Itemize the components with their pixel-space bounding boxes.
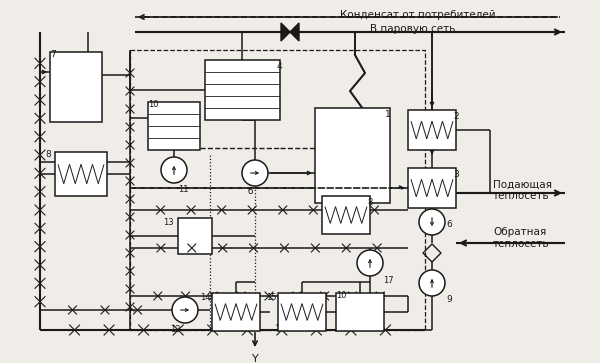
Text: 12: 12 [170,325,181,334]
Text: 14: 14 [200,293,211,302]
Bar [408,110,456,150]
Text: 13: 13 [163,218,173,227]
Bar [212,293,260,331]
Bar [178,218,212,254]
Bar [322,196,370,234]
Circle shape [242,160,268,186]
Text: 15: 15 [266,293,277,302]
Text: 8: 8 [367,198,373,207]
Text: Конденсат от потребителей: Конденсат от потребителей [340,10,496,20]
Text: б: б [247,187,253,196]
Bar [408,168,456,208]
Polygon shape [290,23,299,41]
Text: Подающая
теплосеть: Подающая теплосеть [493,179,552,201]
Text: 6: 6 [446,220,452,229]
Bar [148,102,200,150]
Circle shape [172,297,198,323]
Text: 11: 11 [178,185,188,194]
Bar [205,60,280,120]
Text: В паровую сеть: В паровую сеть [370,24,455,34]
Text: 10: 10 [148,100,158,109]
Circle shape [357,250,383,276]
Bar [130,50,425,330]
Text: 2: 2 [453,112,458,121]
Text: 9: 9 [446,295,452,304]
Circle shape [161,157,187,183]
Bar [336,293,384,331]
Text: 3: 3 [453,170,459,179]
Polygon shape [281,23,290,41]
Text: Обратная
теплосеть: Обратная теплосеть [493,227,550,249]
Circle shape [419,270,445,296]
Text: 17: 17 [383,276,394,285]
Bar [50,52,102,122]
Text: 7: 7 [50,50,56,59]
Text: 1: 1 [385,110,391,119]
Text: 8: 8 [45,150,51,159]
Text: 10: 10 [336,291,347,300]
Bar [315,108,390,203]
Bar [55,152,107,196]
Circle shape [419,209,445,235]
Text: Y: Y [251,354,259,363]
Text: 4: 4 [277,62,283,71]
Bar [278,293,326,331]
